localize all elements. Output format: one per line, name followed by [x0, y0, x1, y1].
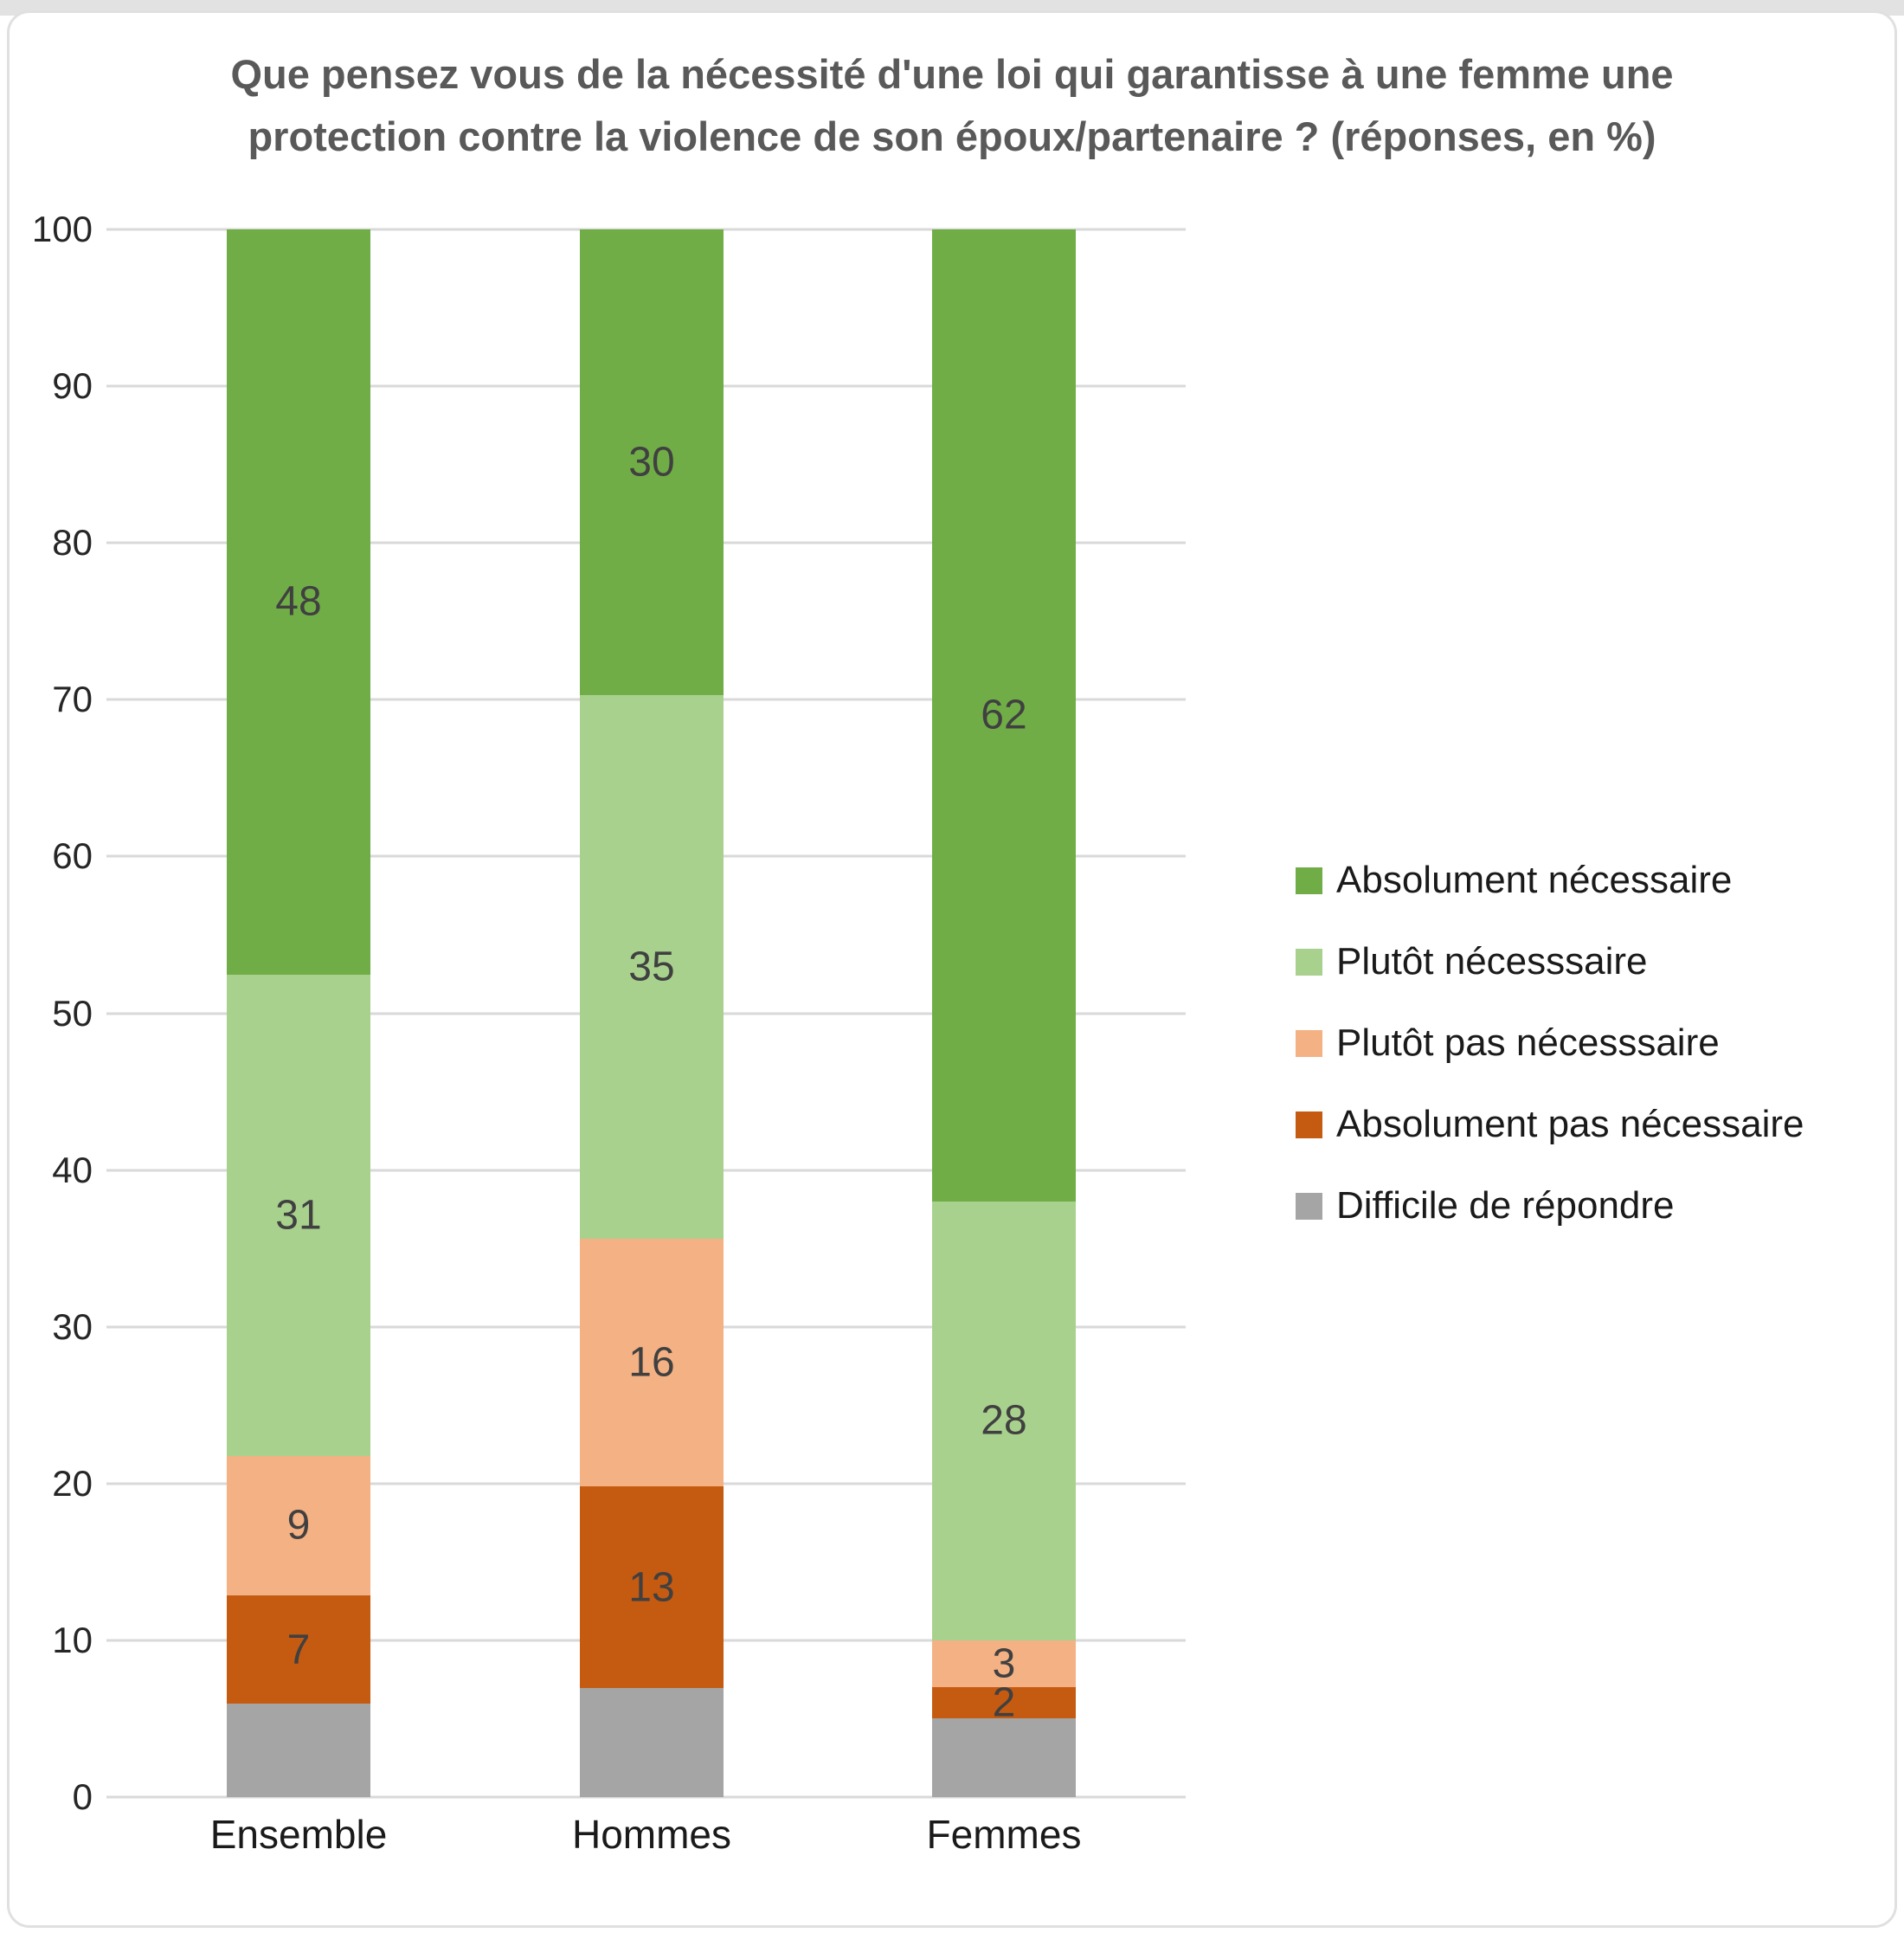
bar-value-label: 16: [628, 1339, 675, 1386]
legend-label: Plutôt pas nécesssaire: [1336, 1021, 1720, 1064]
bar-segment-femmes: 28: [932, 1201, 1076, 1640]
bar-value-label: 48: [275, 578, 322, 625]
y-tick-label-0: 0: [72, 1776, 93, 1817]
x-axis: Ensemble Hommes Femmes: [0, 1811, 1904, 1872]
gridline-0: [106, 1795, 1186, 1799]
legend-label: Absolument pas nécessaire: [1336, 1103, 1804, 1145]
y-tick-label-100: 100: [31, 209, 93, 249]
bar-value-label: 30: [628, 439, 675, 486]
bar-segment-ensemble: 7: [227, 1595, 370, 1704]
bar-value-label: 7: [286, 1627, 311, 1673]
bar-hommes: 30 35 16 13: [580, 229, 724, 1797]
category-label-femmes: Femmes: [926, 1812, 1082, 1857]
bar-segment-hommes: 13: [580, 1486, 724, 1689]
y-axis: 0 10 20 30 40 50 60 70 80 90 100: [0, 211, 93, 1815]
legend: Absolument nécessaire Plutôt nécesssaire P…: [1296, 857, 1804, 1264]
legend-swatch-icon: [1296, 1029, 1322, 1057]
chart-title: Que pensez vous de la nécessité d'une lo…: [216, 43, 1688, 168]
bar-segment-femmes: [932, 1718, 1076, 1797]
legend-swatch-icon: [1296, 867, 1322, 894]
bar-value-label: 62: [981, 692, 1027, 738]
legend-label: Plutôt nécesssaire: [1336, 940, 1648, 983]
bar-value-label: 28: [981, 1397, 1027, 1444]
legend-label: Absolument nécessaire: [1336, 859, 1733, 901]
category-label-hommes: Hommes: [571, 1812, 732, 1857]
chart-title-line-1: Que pensez vous de la nécessité d'une lo…: [230, 51, 1674, 97]
plot-area: 48 31 9 7 30 35 16 13 62 28 3 2: [106, 228, 1186, 1799]
bar-segment-hommes: 30: [580, 229, 724, 695]
bar-segment-femmes: 62: [932, 229, 1076, 1202]
legend-label: Difficile de répondre: [1336, 1184, 1675, 1227]
bar-value-label: 31: [275, 1192, 322, 1239]
bar-segment-hommes: [580, 1688, 724, 1797]
category-label-ensemble: Ensemble: [209, 1812, 388, 1857]
bar-value-label: 2: [992, 1679, 1016, 1726]
legend-item-1: Plutôt nécesssaire: [1296, 938, 1804, 985]
legend-item-2: Plutôt pas nécesssaire: [1296, 1020, 1804, 1066]
bar-segment-ensemble: 9: [227, 1455, 370, 1595]
legend-item-4: Difficile de répondre: [1296, 1182, 1804, 1229]
bar-femmes: 62 28 3 2: [932, 229, 1076, 1797]
bar-segment-femmes: 2: [932, 1680, 1076, 1726]
bar-segment-ensemble: [227, 1704, 370, 1797]
y-tick-label-20: 20: [52, 1462, 93, 1504]
legend-item-0: Absolument nécessaire: [1296, 857, 1804, 904]
bar-segment-ensemble: 31: [227, 974, 370, 1456]
legend-swatch-icon: [1296, 1192, 1322, 1220]
bar-value-label: 9: [286, 1502, 311, 1549]
y-tick-label-50: 50: [52, 992, 93, 1034]
y-tick-label-30: 30: [52, 1305, 93, 1347]
bar-segment-hommes: 16: [580, 1238, 724, 1487]
bar-value-label: 3: [992, 1640, 1016, 1687]
y-tick-label-70: 70: [52, 679, 93, 720]
bar-ensemble: 48 31 9 7: [227, 229, 370, 1797]
y-tick-label-10: 10: [52, 1619, 93, 1660]
y-tick-label-80: 80: [52, 522, 93, 564]
y-tick-label-40: 40: [52, 1149, 93, 1190]
legend-item-3: Absolument pas nécessaire: [1296, 1101, 1804, 1148]
y-tick-label-60: 60: [52, 835, 93, 877]
bar-segment-hommes: 35: [580, 694, 724, 1239]
bar-value-label: 35: [628, 944, 675, 990]
bar-value-label: 13: [628, 1564, 675, 1611]
bar-segment-femmes: 3: [932, 1640, 1076, 1688]
legend-swatch-icon: [1296, 948, 1322, 976]
chart-title-line-2: protection contre la violence de son épo…: [248, 113, 1656, 159]
legend-swatch-icon: [1296, 1111, 1322, 1138]
y-tick-label-90: 90: [52, 365, 93, 407]
bar-segment-ensemble: 48: [227, 229, 370, 975]
